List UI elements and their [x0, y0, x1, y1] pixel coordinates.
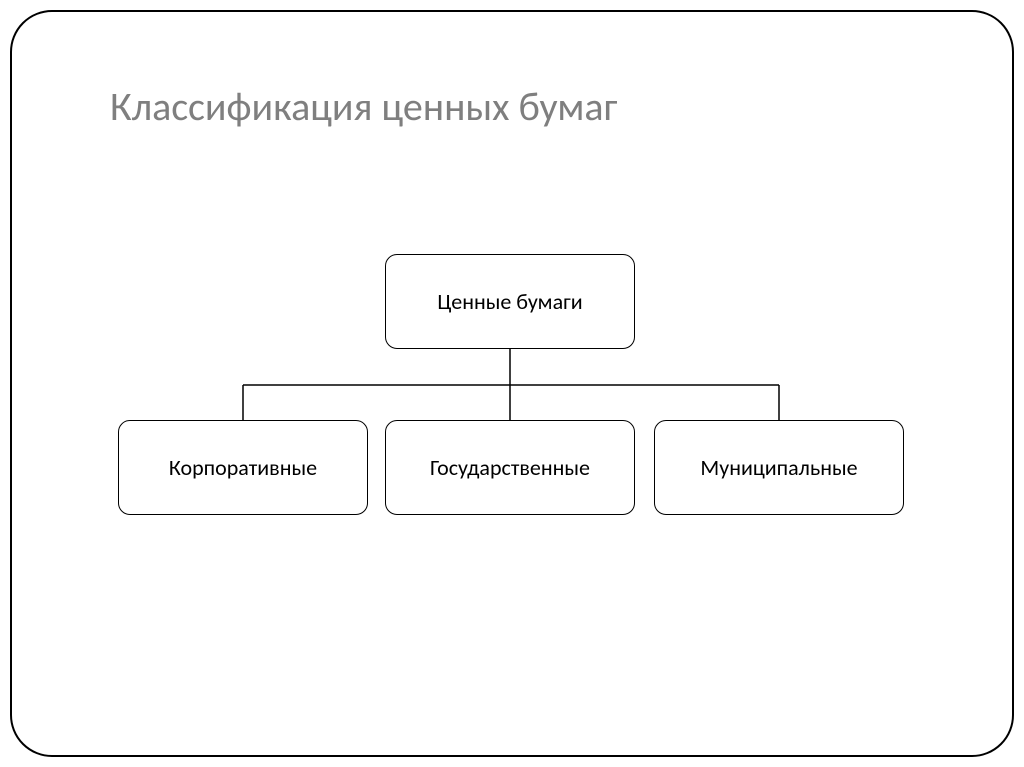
tree-node-child3: Муниципальные — [654, 420, 904, 515]
tree-node-child2: Государственные — [385, 420, 635, 515]
tree-node-root: Ценные бумаги — [385, 254, 635, 349]
tree-node-child1: Корпоративные — [118, 420, 368, 515]
slide-title: Классификация ценных бумаг — [110, 82, 617, 131]
